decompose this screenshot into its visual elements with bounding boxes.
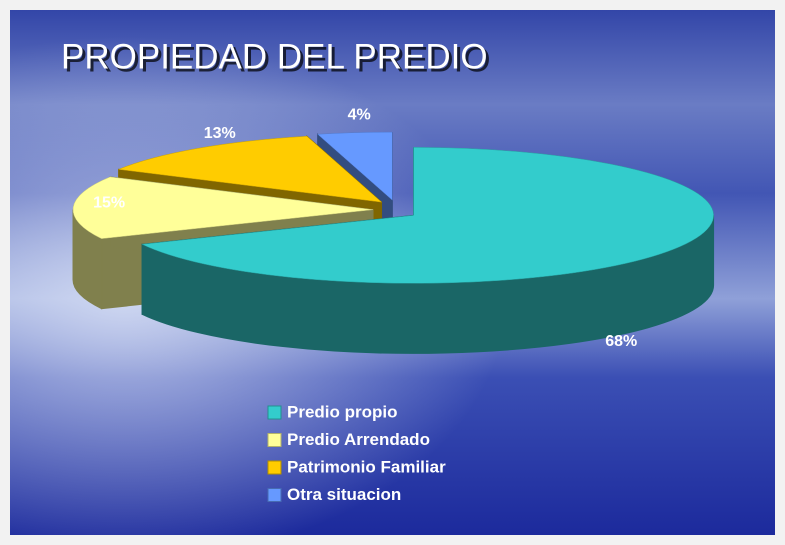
data-label: 13% [204,125,236,142]
legend-swatch [268,461,281,474]
legend-swatch [268,489,281,502]
data-label: 68% [605,333,637,350]
legend-label: Patrimonio Familiar [287,457,446,476]
slide: PROPIEDAD DEL PREDIO PROPIEDAD DEL PREDI… [0,0,785,545]
chart-title: PROPIEDAD DEL PREDIO [61,37,488,76]
data-label: 4% [348,106,371,123]
legend-swatch [268,434,281,447]
data-label: 15% [93,194,125,211]
legend-label: Otra situacion [287,485,401,504]
legend-label: Predio Arrendado [287,430,430,449]
legend-label: Predio propio [287,402,398,421]
legend-swatch [268,406,281,419]
